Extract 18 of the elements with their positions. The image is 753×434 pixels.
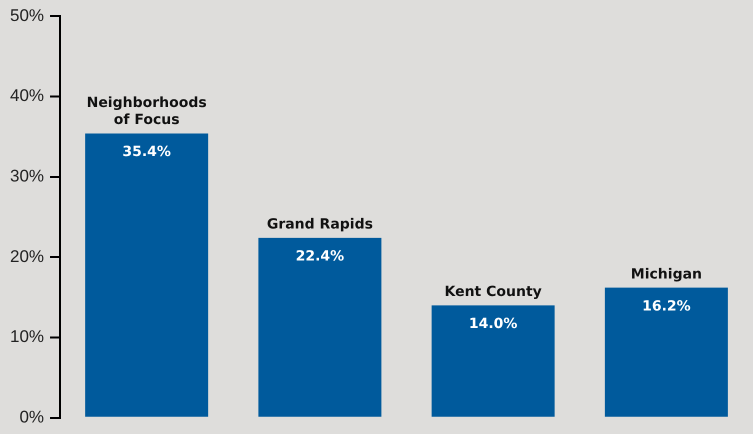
x-tick-label: Grand Rapids bbox=[266, 216, 373, 233]
y-tick-label: 0% bbox=[19, 407, 44, 426]
bar bbox=[85, 133, 208, 417]
y-tick-label: 10% bbox=[10, 327, 44, 346]
y-tick-label: 30% bbox=[10, 166, 44, 186]
bar bbox=[432, 305, 555, 417]
data-label: 35.4% bbox=[122, 144, 171, 160]
x-tick-label: Kent County bbox=[444, 284, 542, 300]
data-label: 14.0% bbox=[468, 316, 518, 332]
bar bbox=[604, 288, 728, 417]
data-label: 16.2% bbox=[642, 298, 691, 314]
y-tick-label: 50% bbox=[10, 6, 44, 25]
data-label: 22.4% bbox=[296, 248, 344, 265]
x-tick-label: Michigan bbox=[630, 266, 702, 282]
y-tick-label: 20% bbox=[10, 246, 44, 266]
x-tick-label: Neighborhoods of Focus bbox=[86, 95, 207, 128]
bar bbox=[258, 238, 382, 417]
y-tick-label: 40% bbox=[10, 86, 44, 106]
